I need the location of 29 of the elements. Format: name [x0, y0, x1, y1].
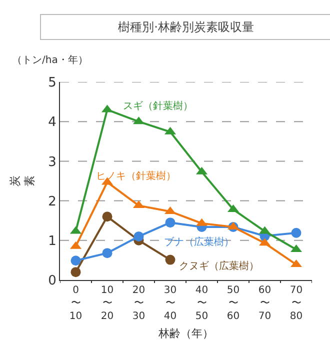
x-axis-title: 林齢（年） — [158, 327, 214, 340]
x-tick-label: 10 〜 20 — [100, 285, 114, 322]
point — [70, 267, 81, 278]
point — [165, 254, 176, 265]
x-tick-label: 30 〜 40 — [164, 285, 177, 322]
y-tick-label: 4 — [48, 115, 56, 130]
y-tick-label: 5 — [48, 76, 56, 91]
series-label: スギ（針葉樹） — [123, 100, 193, 112]
point — [134, 231, 144, 242]
y-tick-label: 2 — [48, 194, 56, 210]
y-tick-label: 0 — [48, 274, 56, 289]
y-axis-title: 炭素 — [8, 176, 36, 186]
point — [102, 212, 112, 222]
series-label: ブナ（広葉樹） — [164, 236, 234, 248]
x-tick-label: 40 〜 50 — [195, 285, 208, 322]
x-tick-label: 70 〜 80 — [290, 285, 303, 322]
x-tick-label: 60 〜 70 — [258, 285, 272, 322]
point — [291, 228, 302, 238]
x-tick-label: 50 〜 60 — [226, 285, 240, 322]
point — [102, 248, 112, 258]
y-tick-label: 3 — [48, 154, 56, 170]
chart-title: 樹種別·林齢別炭素吸収量 — [118, 20, 254, 34]
text: （トン/ha・年） — [12, 54, 88, 66]
y-tick-label: 1 — [48, 234, 56, 249]
series-label: クヌギ（広葉樹） — [179, 260, 259, 272]
x-tick-label: 0 〜 10 — [69, 285, 82, 322]
x-tick-label: 20 〜 30 — [132, 285, 146, 322]
point — [165, 218, 176, 228]
point — [70, 256, 81, 266]
